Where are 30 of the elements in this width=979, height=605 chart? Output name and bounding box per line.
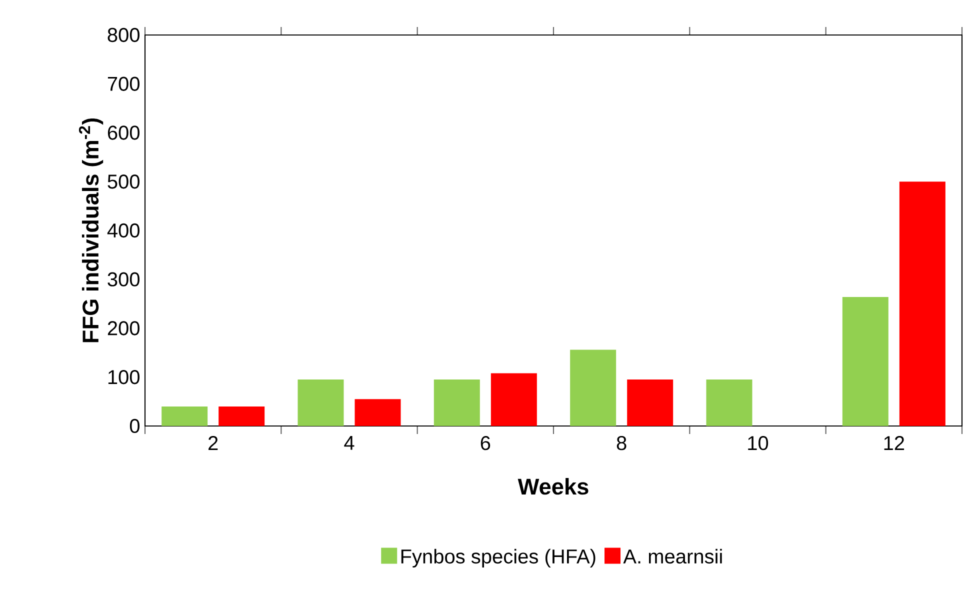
bar — [218, 406, 265, 426]
y-tick-label: 200 — [108, 321, 140, 336]
y-tick-label: 700 — [108, 76, 140, 91]
x-tick-label: 6 — [480, 436, 490, 450]
bar — [490, 373, 537, 426]
x-tick-label: 10 — [748, 436, 768, 450]
x-axis-title: Weeks — [518, 478, 588, 495]
bar — [899, 182, 946, 426]
y-tick-label: 400 — [107, 223, 140, 238]
legend-label: A. mearnsii — [623, 548, 722, 564]
bar — [842, 296, 888, 426]
legend-label: Fynbos species (HFA) — [401, 548, 596, 568]
y-tick-label: 100 — [108, 370, 140, 384]
y-tick-label: 500 — [108, 174, 140, 189]
bar — [570, 350, 616, 426]
y-axis-title: FFG individuals (m$^{-2}$) — [78, 118, 104, 342]
x-tick-label: 12 — [884, 436, 904, 450]
x-tick-label: 2 — [208, 436, 218, 450]
bar — [434, 380, 480, 426]
y-tick-label: 800 — [108, 28, 140, 42]
bar — [298, 380, 344, 426]
bar — [162, 406, 208, 426]
bar — [354, 399, 401, 426]
x-tick-label: 8 — [616, 436, 626, 450]
x-tick-label: 4 — [344, 436, 354, 450]
y-tick-label: 600 — [108, 126, 140, 140]
y-tick-label: 300 — [108, 272, 140, 286]
y-tick-label: 0 — [130, 418, 140, 434]
bar — [706, 380, 752, 426]
bar — [627, 380, 674, 426]
